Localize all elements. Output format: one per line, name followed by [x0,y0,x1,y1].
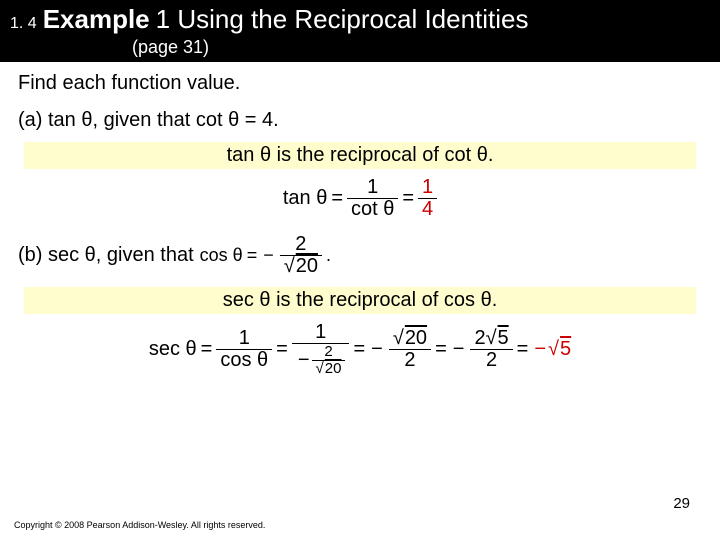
eq-sign: = [402,187,414,210]
eq-sign: = [331,187,343,210]
slide-header: 1. 4 Example 1 Using the Reciprocal Iden… [0,0,720,62]
page-number: 29 [673,495,690,512]
formula-a-frac2: 1 4 [418,177,437,220]
formula-b-result: −√5 [532,338,571,361]
example-title: 1 Using the Reciprocal Identities [156,4,529,35]
formula-a-frac1: 1 cot θ [347,177,398,220]
example-label: Example [43,4,150,35]
part-b-row: (b) sec θ, given that cos θ = − 2 √20 . [18,234,702,277]
formula-b-chain: sec θ = 1 cos θ = 1 −2√20 = − √20 2 = − [18,322,702,377]
highlight-b: sec θ is the reciprocal of cos θ. [24,287,696,314]
formula-a-lhs: tan θ [283,187,327,210]
instruction-text: Find each function value. [18,72,702,95]
section-number: 1. 4 [10,15,37,33]
title-row: 1. 4 Example 1 Using the Reciprocal Iden… [10,4,710,35]
formula-b-given: cos θ = − 2 √20 . [200,234,331,277]
highlight-a: tan θ is the reciprocal of cot θ. [24,142,696,169]
copyright-text: Copyright © 2008 Pearson Addison-Wesley.… [14,520,265,530]
page-reference: (page 31) [132,37,710,58]
formula-a: tan θ = 1 cot θ = 1 4 [18,177,702,220]
part-a-text: (a) tan θ, given that cot θ = 4. [18,109,702,132]
part-b-prefix: (b) sec θ, given that [18,244,194,267]
slide-content: Find each function value. (a) tan θ, giv… [0,62,720,377]
